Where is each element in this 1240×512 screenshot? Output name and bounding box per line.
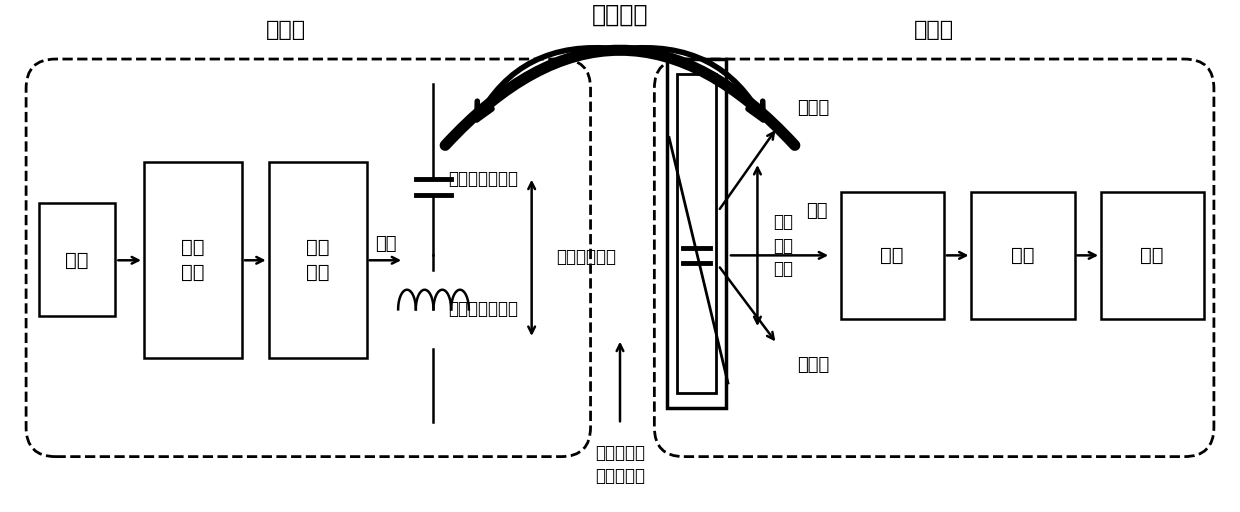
Text: 产生
高频
震荡: 产生 高频 震荡 — [773, 213, 794, 278]
Text: 电感中的磁场能: 电感中的磁场能 — [448, 301, 518, 318]
FancyArrowPatch shape — [445, 50, 795, 145]
Bar — [677, 74, 717, 393]
FancyArrowPatch shape — [622, 48, 763, 120]
Bar — [144, 162, 242, 358]
Text: 传输介质：
中高频磁场: 传输介质： 中高频磁场 — [595, 444, 645, 485]
FancyBboxPatch shape — [655, 59, 1214, 457]
Bar — [841, 191, 944, 319]
Text: 产生高频震荡: 产生高频震荡 — [557, 248, 616, 266]
Text: 作用: 作用 — [374, 234, 396, 252]
Text: 互感耦合: 互感耦合 — [591, 3, 649, 27]
Bar — [971, 191, 1075, 319]
Bar — [1101, 191, 1204, 319]
Text: 直流: 直流 — [66, 251, 89, 270]
Text: 充电: 充电 — [1011, 246, 1034, 265]
Text: 电池: 电池 — [1141, 246, 1164, 265]
Bar — [667, 59, 725, 408]
Text: 直流: 直流 — [880, 246, 904, 265]
Text: 磁场能: 磁场能 — [796, 356, 830, 374]
Bar — [38, 203, 115, 316]
Text: 电场能: 电场能 — [796, 99, 830, 117]
Text: 电容中的电场能: 电容中的电场能 — [448, 170, 518, 188]
Text: 逆变
电路: 逆变 电路 — [181, 238, 205, 282]
Bar — [269, 162, 367, 358]
FancyBboxPatch shape — [26, 59, 590, 457]
Text: 发射端: 发射端 — [267, 19, 306, 39]
Text: 整流: 整流 — [806, 202, 828, 220]
FancyArrowPatch shape — [477, 48, 618, 120]
Text: 高频
交流: 高频 交流 — [306, 238, 330, 282]
Text: 接收端: 接收端 — [914, 19, 955, 39]
